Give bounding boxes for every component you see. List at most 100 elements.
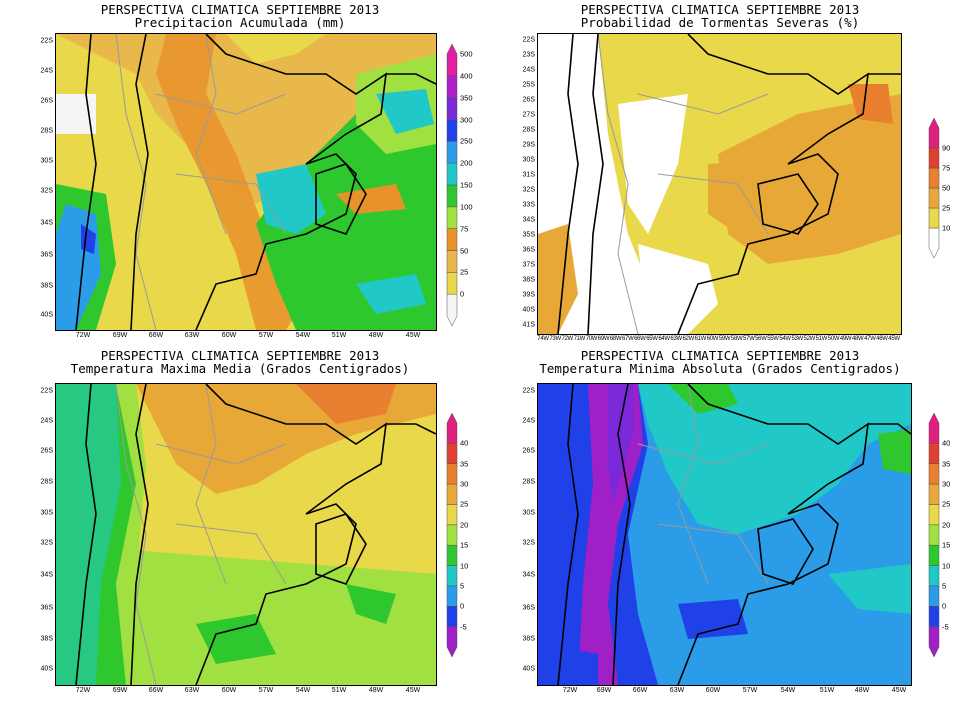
colorbar-label: 35 [942,459,951,469]
y-tick-label: 28S [40,478,53,486]
panel-title-line1: PERSPECTIVA CLIMATICA SEPTIEMBRE 2013 [100,348,380,363]
x-tick-label: 62W [682,336,695,342]
panel-max-temperature: PERSPECTIVA CLIMATICA SEPTIEMBRE 2013 Te… [0,345,480,720]
y-tick-label: 30S [522,156,535,164]
colorbar-label: 5 [460,581,465,591]
x-tick-label: 45W [405,687,421,694]
x-axis-labels: 72W 69W 66W 63W 60W 57W 54W 51W 48W 45W [55,687,435,697]
x-tick-label: 57W [742,687,758,694]
colorbar-label: 10 [942,561,951,571]
colorbar-label: 40 [460,438,469,448]
colorbar-label: 200 [460,158,473,168]
panel-title-line2: Temperatura Maxima Media (Grados Centigr… [70,361,410,376]
x-tick-label: 50W [827,336,840,342]
x-tick-label: 66W [634,336,646,342]
colorbar-swatch [928,524,940,546]
colorbar-label: 250 [460,136,473,146]
colorbar-swatch [446,626,458,658]
colorbar-swatch [446,606,458,627]
y-tick-label: 34S [522,216,535,224]
colorbar-swatch [928,585,940,607]
colorbar-label: 0 [942,601,947,611]
y-tick-label: 24S [40,67,53,75]
y-tick-label: 38S [40,635,53,643]
colorbar-swatch [928,167,940,189]
y-tick-label: 39S [522,291,535,299]
y-tick-label: 38S [522,635,535,643]
colorbar-swatch [446,565,458,587]
colorbar-label: 75 [460,224,469,234]
map-max-temperature [55,383,437,686]
y-tick-label: 32S [522,186,535,194]
colorbar-label: 15 [460,540,469,550]
y-axis-labels: 22S 23S 24S 25S 26S 27S 28S 29S 30S 31S … [480,33,535,333]
colorbar-label: -5 [942,622,949,632]
colorbar-storm-probability: 10 25 50 75 90 [928,117,960,259]
colorbar-label: 20 [460,520,469,530]
y-tick-label: 36S [40,251,53,259]
colorbar-label: 25 [460,499,469,509]
colorbar-label: 40 [942,438,951,448]
x-tick-label: 58W [730,336,743,342]
colorbar-label: 0 [460,601,465,611]
y-tick-label: 26S [40,447,53,455]
map-precipitation [55,33,437,331]
colorbar-label: -5 [460,622,467,632]
y-tick-label: 30S [522,509,535,517]
y-tick-label: 32S [522,539,535,547]
y-tick-label: 24S [522,66,535,74]
x-tick-label: 67W [622,336,634,342]
y-tick-label: 28S [40,127,53,135]
colorbar-label: 300 [460,115,473,124]
x-tick-label: 55W [767,336,779,342]
x-tick-label: 57W [743,336,755,342]
x-tick-label: 51W [331,332,347,339]
y-tick-label: 40S [40,665,53,673]
colorbar-swatch [446,162,458,186]
x-tick-label: 69W [112,687,128,694]
colorbar-graphic [446,412,458,658]
x-tick-label: 54W [780,687,796,694]
x-tick-label: 45W [891,687,907,694]
y-tick-label: 40S [522,306,535,314]
colorbar-swatch [928,504,940,526]
colorbar-label: 100 [460,202,473,212]
y-tick-label: 22S [40,387,53,395]
y-tick-label: 24S [40,417,53,425]
colorbar-swatch [446,585,458,607]
y-axis-labels: 22S 24S 26S 28S 30S 32S 34S 36S 38S 40S [0,383,53,684]
x-tick-label: 59W [718,336,731,342]
y-tick-label: 32S [40,539,53,547]
colorbar-swatch [928,187,940,209]
x-tick-label: 57W [258,332,274,339]
x-tick-label: 57W [258,687,274,694]
colorbar-swatch [446,43,458,77]
colorbar-swatch [446,119,458,142]
x-tick-label: 47W [864,336,876,342]
x-tick-label: 63W [184,332,200,339]
y-tick-label: 40S [40,311,53,319]
colorbar-label: 10 [942,223,951,233]
colorbar-swatch [928,626,940,658]
colorbar-swatch [446,228,458,251]
colorbar-graphic [928,117,940,259]
colorbar-label: 25 [460,267,469,277]
map-storm-probability [537,33,902,335]
x-tick-label: 61W [694,336,707,342]
x-axis-labels: 72W 69W 66W 63W 60W 57W 54W 51W 48W 45W [537,687,910,697]
colorbar-swatch [928,565,940,587]
panel-min-temperature: PERSPECTIVA CLIMATICA SEPTIEMBRE 2013 Te… [480,345,960,720]
colorbar-graphic [446,43,458,327]
x-tick-label: 60W [706,336,719,342]
colorbar-label: 30 [460,479,469,489]
y-tick-label: 30S [40,509,53,517]
colorbar-swatch [928,443,940,464]
colorbar-label: 500 [460,49,473,59]
colorbar-swatch [446,412,458,444]
x-tick-label: 69W [597,336,610,342]
y-tick-label: 38S [522,276,535,284]
x-tick-label: 48W [368,687,384,694]
colorbar-swatch [446,524,458,546]
y-tick-label: 35S [522,231,535,239]
colorbar-swatch [446,184,458,208]
